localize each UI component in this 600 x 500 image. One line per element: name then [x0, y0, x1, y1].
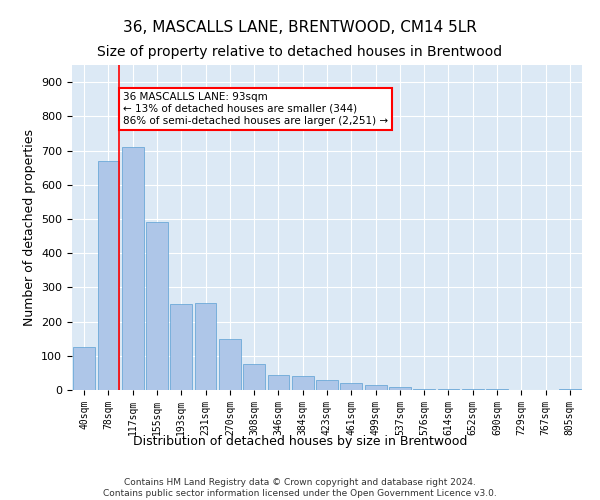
- Bar: [340, 383, 362, 390]
- Bar: [316, 380, 338, 390]
- Bar: [292, 376, 314, 390]
- Bar: [437, 388, 460, 390]
- Bar: [170, 304, 192, 390]
- Bar: [194, 303, 217, 390]
- Bar: [243, 364, 265, 390]
- Text: 36 MASCALLS LANE: 93sqm
← 13% of detached houses are smaller (344)
86% of semi-d: 36 MASCALLS LANE: 93sqm ← 13% of detache…: [123, 92, 388, 126]
- Text: Contains HM Land Registry data © Crown copyright and database right 2024.
Contai: Contains HM Land Registry data © Crown c…: [103, 478, 497, 498]
- Bar: [365, 385, 386, 390]
- Bar: [73, 347, 95, 390]
- Bar: [413, 388, 435, 390]
- Y-axis label: Number of detached properties: Number of detached properties: [23, 129, 35, 326]
- Bar: [219, 338, 241, 390]
- Bar: [122, 147, 143, 390]
- Text: Distribution of detached houses by size in Brentwood: Distribution of detached houses by size …: [133, 435, 467, 448]
- Text: 36, MASCALLS LANE, BRENTWOOD, CM14 5LR: 36, MASCALLS LANE, BRENTWOOD, CM14 5LR: [123, 20, 477, 35]
- Text: Size of property relative to detached houses in Brentwood: Size of property relative to detached ho…: [97, 45, 503, 59]
- Bar: [268, 374, 289, 390]
- Bar: [97, 161, 119, 390]
- Bar: [146, 222, 168, 390]
- Bar: [389, 386, 411, 390]
